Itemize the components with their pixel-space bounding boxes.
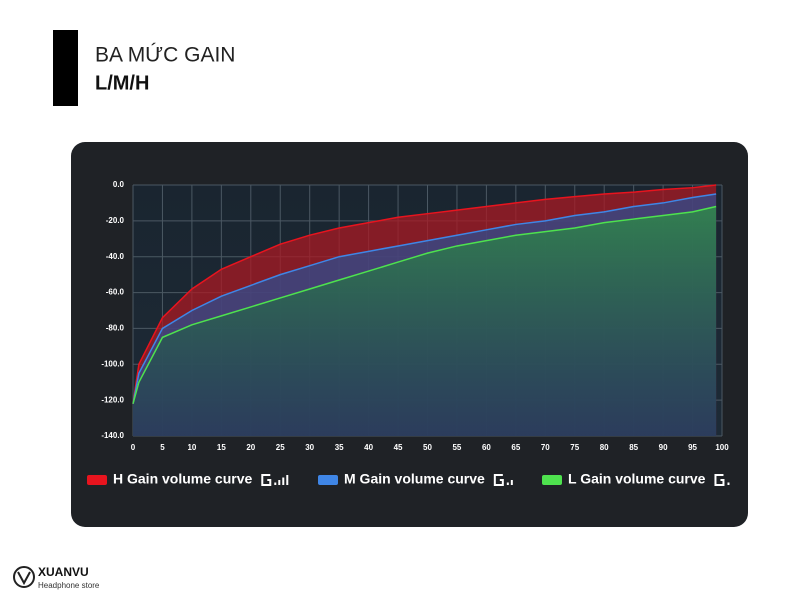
- x-tick-label: 20: [246, 443, 255, 452]
- x-tick-label: 60: [482, 443, 491, 452]
- x-tick-label: 45: [394, 443, 403, 452]
- legend-icon-bar: [274, 482, 277, 485]
- legend-icon-bar: [506, 482, 509, 485]
- series-line: [132, 205, 717, 404]
- areas: [133, 185, 717, 436]
- legend: H Gain volume curve M Gain volume curve L …: [87, 471, 730, 487]
- y-tick-label: -140.0: [101, 431, 124, 440]
- series-line: [132, 193, 717, 404]
- legend-icon: [261, 474, 272, 486]
- legend-icon: [493, 474, 504, 486]
- y-tick-label: -120.0: [101, 395, 124, 404]
- area-fill: [133, 206, 717, 436]
- legend-icon-bar: [510, 480, 513, 485]
- x-tick-label: 15: [217, 443, 226, 452]
- y-tick-label: -40.0: [106, 252, 125, 261]
- accent-bar: [53, 30, 78, 106]
- legend-icon-bar: [286, 475, 289, 485]
- x-tick-label: 100: [715, 443, 729, 452]
- x-tick-label: 90: [659, 443, 668, 452]
- legend-label: M Gain volume curve: [344, 471, 485, 487]
- x-tick-label: 55: [452, 443, 461, 452]
- x-tick-label: 35: [335, 443, 344, 452]
- y-tick-label: 0.0: [113, 180, 125, 189]
- x-tick-label: 70: [541, 443, 550, 452]
- y-tick-label: -60.0: [106, 288, 125, 297]
- x-tick-label: 65: [511, 443, 520, 452]
- x-tick-label: 75: [570, 443, 579, 452]
- legend-swatch: [542, 475, 562, 485]
- x-tick-label: 25: [276, 443, 285, 452]
- brand-emblem: [13, 566, 35, 588]
- x-tick-label: 5: [160, 443, 165, 452]
- legend-swatch: [318, 475, 338, 485]
- legend-icon: [714, 474, 725, 486]
- series-line: [132, 184, 717, 404]
- x-tick-label: 95: [688, 443, 697, 452]
- lines: [132, 184, 717, 404]
- x-tick-label: 50: [423, 443, 432, 452]
- page-title: BA MỨC GAIN: [95, 44, 235, 67]
- x-tick-label: 10: [187, 443, 196, 452]
- x-tick-label: 0: [131, 443, 136, 452]
- axes: 0.0 -20.0 -40.0 -60.0 -80.0 -100.0 -120.0 -140.…: [101, 180, 729, 452]
- x-tick-label: 80: [600, 443, 609, 452]
- page-subtitle: L/M/H: [95, 72, 149, 94]
- brand-name: XUANVU: [38, 565, 89, 579]
- y-tick-label: -20.0: [106, 216, 125, 225]
- legend-icon-bar: [282, 477, 285, 485]
- x-tick-label: 30: [305, 443, 314, 452]
- legend-icon-bar: [727, 482, 730, 485]
- legend-swatch: [87, 475, 107, 485]
- legend-icon-bar: [278, 480, 281, 485]
- legend-label: L Gain volume curve: [568, 471, 706, 487]
- x-tick-label: 85: [629, 443, 638, 452]
- brand-tagline: Headphone store: [38, 581, 100, 590]
- y-tick-label: -100.0: [101, 359, 124, 368]
- legend-label: H Gain volume curve: [113, 471, 252, 487]
- brand-emblem-mark: [17, 571, 31, 586]
- x-tick-label: 40: [364, 443, 373, 452]
- y-tick-label: -80.0: [106, 324, 125, 333]
